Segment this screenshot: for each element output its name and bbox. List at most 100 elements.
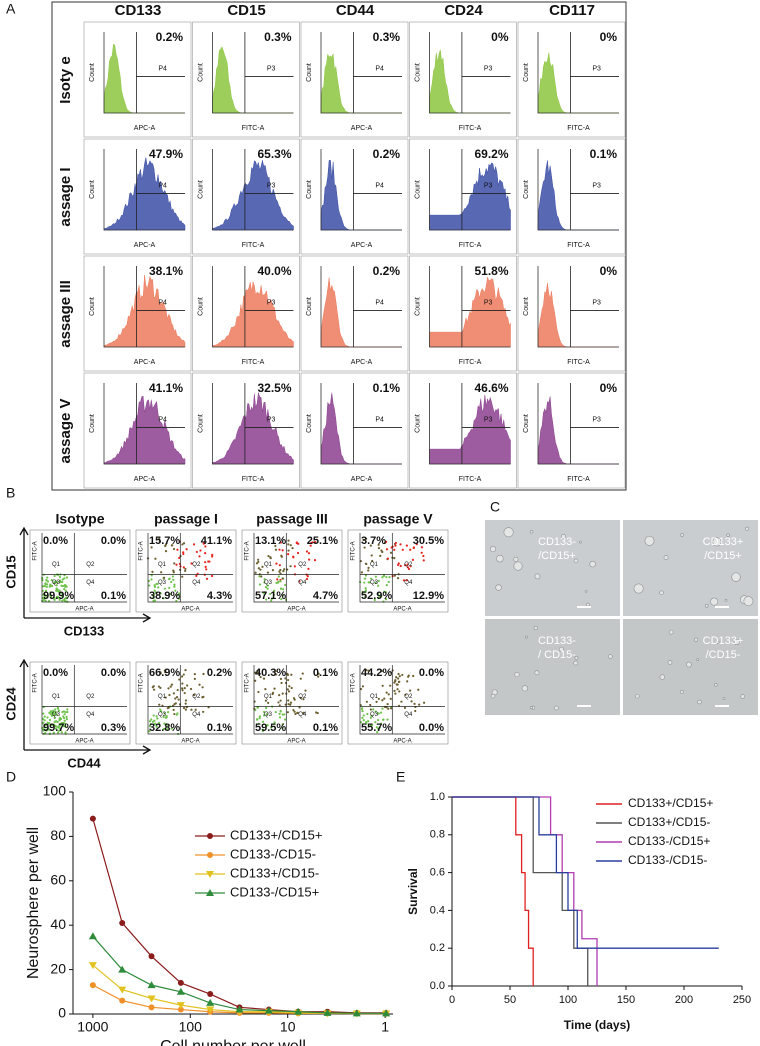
sphere [697,699,702,705]
event-dot [60,731,63,734]
event-dot [422,701,426,704]
percent-label: 0.3% [264,30,292,44]
event-dot [365,562,368,566]
histogram [103,395,186,465]
marker [88,962,97,970]
quadrant-value: 30.5% [413,535,444,547]
event-dot [256,669,259,672]
event-dot [264,688,267,691]
event-dot [413,702,416,705]
axes [212,32,294,114]
event-dot [168,577,171,580]
event-dot [193,673,196,676]
marker [206,998,215,1006]
sphere [533,625,538,631]
event-dot [380,722,383,725]
x-tick-label: 0 [449,994,455,1006]
row-label: assage III [57,280,74,348]
quadrant-label: Q3 [52,712,61,718]
event-dot [397,672,400,676]
gate [461,383,511,464]
event-dot [387,693,390,696]
survival-curve [452,796,598,986]
quadrant-value: 38.9% [149,590,180,602]
event-dot [274,548,278,551]
y-axis-label: Count [89,180,96,199]
image-label: CD133+ [703,536,744,548]
quadrant-value: 59.5% [255,722,286,734]
y-axis-title: Neurosphere per well [25,827,42,979]
quadrant-value: 44.2% [361,667,392,679]
event-dot [412,674,415,678]
legend-marker [207,852,213,858]
quadrant-lines [41,533,127,603]
x-axis-label: FITC-A [242,359,265,366]
event-dot [381,576,384,579]
column-header: CD24 [444,2,483,19]
sphere [579,540,582,544]
gate-label: P3 [267,65,276,72]
event-dot [204,561,207,564]
sphere [574,655,579,660]
event-dot [204,545,207,548]
event-dot [404,693,407,696]
y-tick-label: 1.0 [430,791,445,803]
y-axis-label: Count [89,297,96,316]
event-dot [273,723,276,726]
event-dot [254,679,257,682]
event-dot [60,591,63,594]
marker [147,981,156,989]
event-dot [61,578,64,581]
event-dot [287,539,290,542]
event-dot [166,728,169,731]
event-dot [43,719,46,722]
event-dot [57,709,61,712]
cell-frame [192,21,300,138]
event-dot [374,581,377,585]
histogram [429,49,511,114]
quadrant-label: Q4 [298,712,307,718]
x-axis-label: FITC-A [567,242,590,249]
event-dot [276,578,279,581]
event-dot [184,569,187,573]
y-axis-label: Count [306,297,313,316]
event-dot [195,550,198,554]
event-dot [262,592,265,595]
sphere [743,596,754,607]
image-label: / CD15- [538,649,576,661]
event-dot [204,552,207,555]
axes [429,266,511,348]
event-dot [159,592,162,595]
event-dot [192,543,196,546]
event-dot [293,565,296,568]
event-dot [176,594,179,597]
event-dot [284,677,287,680]
gate [570,266,619,347]
percent-label: 0.3% [373,30,401,44]
survival-curve [452,796,719,949]
event-dot [155,715,158,718]
series-line [92,935,387,1014]
event-dot [160,710,163,713]
event-dot [166,711,170,714]
event-dot [385,584,388,587]
event-dot [313,559,317,562]
y-axis-label: Count [414,63,421,82]
event-dot [61,710,64,714]
event-dot [154,591,158,594]
event-dot [66,710,69,714]
quadrant-value: 3.7% [361,535,386,547]
gate [244,383,294,464]
event-dot [286,711,289,714]
sphere [529,530,534,534]
event-dot [299,696,302,700]
event-dot [174,702,177,705]
cell-frame [409,255,517,372]
event-dot [274,544,277,548]
gate-label: P4 [158,182,167,189]
sphere [589,560,596,568]
event-dot [211,555,214,558]
sphere [731,572,741,582]
marker [148,953,155,960]
marker [235,1005,244,1013]
